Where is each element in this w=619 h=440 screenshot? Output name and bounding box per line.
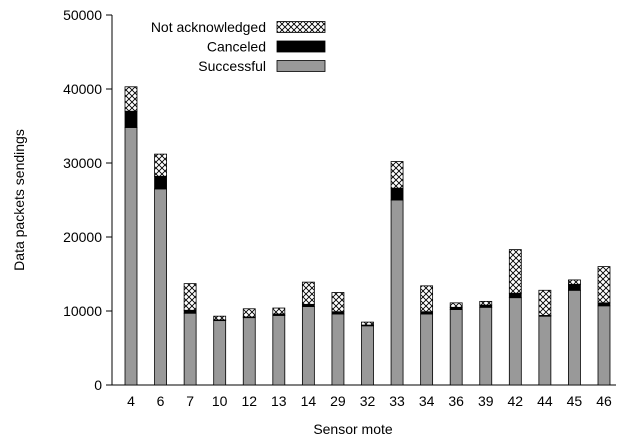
x-tick-label: 6 — [157, 393, 165, 409]
bar-segment-not-acknowledged — [449, 302, 463, 308]
bar-segment-not-acknowledged — [568, 279, 581, 285]
bar-segment-not-acknowledged — [331, 292, 345, 313]
bar-segment-successful — [213, 320, 227, 386]
bar-segment-successful — [331, 313, 345, 386]
bar-segment-not-acknowledged — [361, 321, 374, 326]
bar-segment-canceled — [183, 309, 197, 314]
x-tick-label: 39 — [478, 393, 494, 409]
bar-segment-not-acknowledged — [538, 289, 552, 316]
y-tick-label: 40000 — [63, 81, 102, 97]
bar-segment-not-acknowledged — [183, 283, 197, 311]
x-tick-label: 42 — [508, 393, 524, 409]
legend-label: Canceled — [207, 39, 266, 55]
x-tick-label: 13 — [271, 393, 287, 409]
bar-segment-successful — [124, 127, 138, 386]
y-tick-label: 20000 — [63, 229, 102, 245]
legend-swatch — [276, 40, 326, 53]
bar-segment-successful — [597, 305, 611, 386]
bar-segment-successful — [449, 309, 463, 386]
y-tick-label: 30000 — [63, 155, 102, 171]
bar-segment-not-acknowledged — [479, 300, 493, 306]
y-tick-label: 0 — [94, 377, 102, 393]
bar-segment-canceled — [390, 187, 404, 201]
legend: Not acknowledged Canceled Successful — [151, 19, 326, 74]
bar-segment-successful — [420, 313, 434, 386]
bar-segment-canceled — [597, 302, 611, 307]
x-axis-label: Sensor mote — [313, 421, 393, 437]
bar-segment-not-acknowledged — [597, 266, 611, 304]
y-tick-label: 50000 — [63, 7, 102, 23]
bar-segment-successful — [361, 325, 374, 386]
x-tick-label: 33 — [389, 393, 405, 409]
bar-segment-successful — [508, 297, 522, 386]
legend-label: Successful — [198, 58, 266, 74]
bar-segment-not-acknowledged — [213, 315, 227, 321]
bar-segment-not-acknowledged — [420, 285, 434, 313]
bar-segment-successful — [538, 315, 552, 386]
legend-swatch — [276, 60, 326, 72]
bar-segment-successful — [183, 312, 197, 386]
bar-segment-canceled — [508, 292, 522, 299]
x-tick-label: 14 — [301, 393, 317, 409]
bar-segment-not-acknowledged — [301, 281, 315, 305]
legend-label: Not acknowledged — [151, 19, 266, 35]
y-axis-label: Data packets sendings — [11, 129, 27, 271]
bar-segment-not-acknowledged — [272, 307, 286, 315]
y-tick-label: 10000 — [63, 303, 102, 319]
bar-segment-successful — [301, 306, 315, 386]
x-tick-label: 46 — [596, 393, 612, 409]
bar-segment-not-acknowledged — [508, 249, 522, 294]
x-tick-label: 44 — [537, 393, 553, 409]
bar-segment-successful — [154, 188, 167, 386]
bar-segment-canceled — [124, 110, 138, 128]
x-tick-label: 34 — [419, 393, 435, 409]
bar-segment-not-acknowledged — [242, 308, 256, 318]
bar-segment-successful — [242, 317, 256, 386]
bar-segment-not-acknowledged — [390, 161, 404, 189]
bar-segment-not-acknowledged — [154, 153, 167, 177]
x-tick-label: 32 — [360, 393, 376, 409]
bar-segment-successful — [568, 289, 581, 386]
bar-segment-successful — [390, 199, 404, 386]
bar-segment-canceled — [154, 175, 167, 190]
x-tick-label: 4 — [127, 393, 135, 409]
x-tick-label: 7 — [186, 393, 194, 409]
legend-swatch — [276, 21, 326, 33]
bar-segment-successful — [272, 315, 286, 386]
bar-segment-successful — [479, 306, 493, 386]
x-tick-label: 29 — [330, 393, 346, 409]
x-tick-label: 45 — [567, 393, 583, 409]
bar-segment-canceled — [568, 283, 581, 291]
x-tick-label: 12 — [241, 393, 257, 409]
x-tick-label: 36 — [448, 393, 464, 409]
x-tick-label: 10 — [212, 393, 228, 409]
bar-segment-not-acknowledged — [124, 86, 138, 112]
